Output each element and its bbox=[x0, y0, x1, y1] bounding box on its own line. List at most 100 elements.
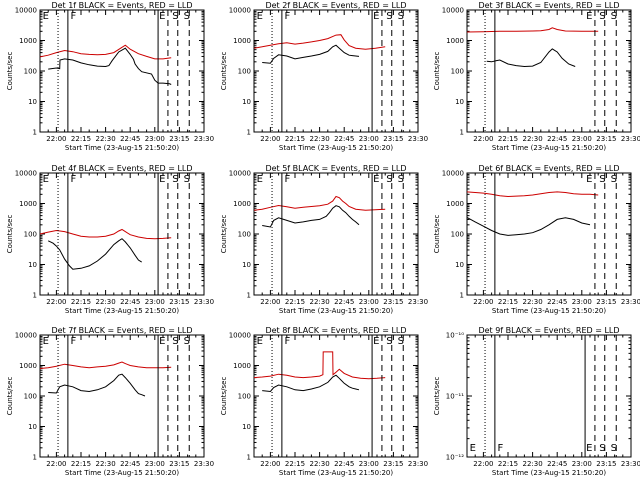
lld-series-line bbox=[39, 44, 172, 60]
x-tick-label: 22:30 bbox=[310, 460, 330, 468]
panel-title: Det 6f BLACK = Events, RED = LLD bbox=[478, 164, 619, 173]
flag-label: F bbox=[285, 174, 291, 185]
flag-label: E bbox=[43, 11, 49, 22]
x-tick-label: 22:15 bbox=[285, 460, 305, 468]
events-series-line bbox=[48, 47, 172, 85]
panel-2: Det 2f BLACK = Events, RED = LLD 1 10 100 10… bbox=[220, 1, 428, 152]
y-tick-label: 10 bbox=[28, 261, 37, 269]
events-series-line bbox=[48, 373, 146, 397]
plot-frame bbox=[253, 172, 419, 296]
x-tick-label: 23:15 bbox=[383, 460, 403, 468]
panel-9: Det 9f BLACK = Events, RED = LLD 10⁻¹² 10⁻… bbox=[433, 326, 640, 477]
y-tick-label: 1000 bbox=[19, 200, 37, 208]
x-tick-label: 22:45 bbox=[334, 460, 354, 468]
x-axis-label: Start Time (23-Aug-15 21:50:20) bbox=[492, 469, 606, 477]
y-tick-label: 100 bbox=[24, 68, 37, 76]
x-tick-label: 22:15 bbox=[285, 135, 305, 143]
lld-series-line bbox=[253, 351, 386, 380]
x-tick-label: 22:45 bbox=[120, 298, 140, 306]
flag-label: S bbox=[184, 336, 190, 347]
x-tick-label: 22:00 bbox=[46, 460, 66, 468]
flag-label: F bbox=[71, 174, 77, 185]
x-tick-label: 23:30 bbox=[621, 460, 640, 468]
plot-frame bbox=[39, 9, 205, 133]
lld-series-line bbox=[253, 34, 386, 50]
y-tick-label: 100 bbox=[238, 68, 251, 76]
y-axis-label: Counts/sec bbox=[6, 215, 14, 254]
x-tick-label: 22:30 bbox=[523, 135, 543, 143]
flag-label: S bbox=[172, 11, 178, 22]
events-series-line bbox=[466, 216, 591, 236]
x-tick-label: 23:15 bbox=[596, 298, 616, 306]
flag-label: S bbox=[599, 443, 605, 454]
flag-label: E bbox=[586, 11, 592, 22]
flag-label: S bbox=[599, 11, 605, 22]
x-tick-label: 23:00 bbox=[359, 460, 379, 468]
panel-title: Det 9f BLACK = Events, RED = LLD bbox=[478, 326, 619, 335]
flag-label: F bbox=[71, 11, 77, 22]
y-tick-label: 10000 bbox=[15, 332, 37, 340]
y-tick-label: 1 bbox=[247, 292, 251, 300]
flag-label: F bbox=[71, 336, 77, 347]
x-tick-label: 23:15 bbox=[169, 298, 189, 306]
x-tick-label: 23:15 bbox=[383, 298, 403, 306]
x-tick-label: 23:30 bbox=[408, 298, 428, 306]
x-tick-label: 22:00 bbox=[473, 298, 493, 306]
y-axis-label: Counts/sec bbox=[6, 52, 14, 91]
x-axis-label: Start Time (23-Aug-15 21:50:20) bbox=[65, 469, 179, 477]
x-axis-label: Start Time (23-Aug-15 21:50:20) bbox=[65, 307, 179, 315]
panel-title: Det 7f BLACK = Events, RED = LLD bbox=[51, 326, 192, 335]
panel-title: Det 4f BLACK = Events, RED = LLD bbox=[51, 164, 192, 173]
y-tick-label: 100 bbox=[451, 68, 464, 76]
flag-label: S bbox=[398, 336, 404, 347]
x-tick-label: 22:30 bbox=[310, 135, 330, 143]
panel-1: Det 1f BLACK = Events, RED = LLD 1 10 100 10… bbox=[6, 1, 214, 152]
events-series-line bbox=[486, 48, 576, 68]
x-tick-label: 22:45 bbox=[547, 460, 567, 468]
flag-label: E bbox=[470, 443, 476, 454]
y-tick-label: 10⁻¹⁰ bbox=[446, 332, 464, 340]
y-tick-label: 10000 bbox=[229, 7, 251, 15]
x-tick-label: 22:45 bbox=[334, 298, 354, 306]
y-tick-label: 10 bbox=[455, 261, 464, 269]
y-axis-label: Counts/sec bbox=[220, 377, 228, 416]
x-tick-label: 22:15 bbox=[498, 135, 518, 143]
y-tick-label: 1 bbox=[460, 292, 464, 300]
plot-frame bbox=[39, 172, 205, 296]
flag-label: E bbox=[159, 11, 165, 22]
flag-label: S bbox=[599, 174, 605, 185]
x-tick-label: 22:00 bbox=[260, 135, 280, 143]
flag-label: F bbox=[285, 11, 291, 22]
y-tick-label: 10 bbox=[28, 98, 37, 106]
x-tick-label: 23:00 bbox=[359, 135, 379, 143]
y-tick-label: 10 bbox=[455, 98, 464, 106]
plot-frame bbox=[39, 334, 205, 458]
y-axis-label: Counts/sec bbox=[433, 377, 441, 416]
y-tick-label: 1 bbox=[247, 129, 251, 137]
events-series-line bbox=[262, 205, 360, 228]
y-tick-label: 10⁻¹² bbox=[446, 454, 464, 462]
x-tick-label: 23:00 bbox=[145, 460, 165, 468]
x-tick-label: 23:15 bbox=[596, 135, 616, 143]
flag-label: E bbox=[257, 11, 263, 22]
y-axis-label: Counts/sec bbox=[433, 52, 441, 91]
plot-frame bbox=[466, 172, 632, 296]
x-tick-label: 23:30 bbox=[194, 135, 214, 143]
x-tick-label: 22:45 bbox=[547, 135, 567, 143]
x-tick-label: 23:00 bbox=[145, 135, 165, 143]
x-tick-label: 22:30 bbox=[310, 298, 330, 306]
y-tick-label: 10000 bbox=[229, 170, 251, 178]
y-tick-label: 1000 bbox=[19, 362, 37, 370]
x-tick-label: 22:30 bbox=[523, 460, 543, 468]
x-tick-label: 23:30 bbox=[194, 460, 214, 468]
flag-label: E bbox=[586, 443, 592, 454]
flag-label: S bbox=[184, 11, 190, 22]
x-tick-label: 22:30 bbox=[96, 135, 116, 143]
y-tick-label: 10000 bbox=[15, 7, 37, 15]
flag-label: S bbox=[386, 11, 392, 22]
x-tick-label: 23:00 bbox=[145, 298, 165, 306]
y-tick-label: 100 bbox=[451, 231, 464, 239]
x-tick-label: 22:00 bbox=[46, 135, 66, 143]
panel-title: Det 5f BLACK = Events, RED = LLD bbox=[265, 164, 406, 173]
x-tick-label: 23:00 bbox=[572, 460, 592, 468]
